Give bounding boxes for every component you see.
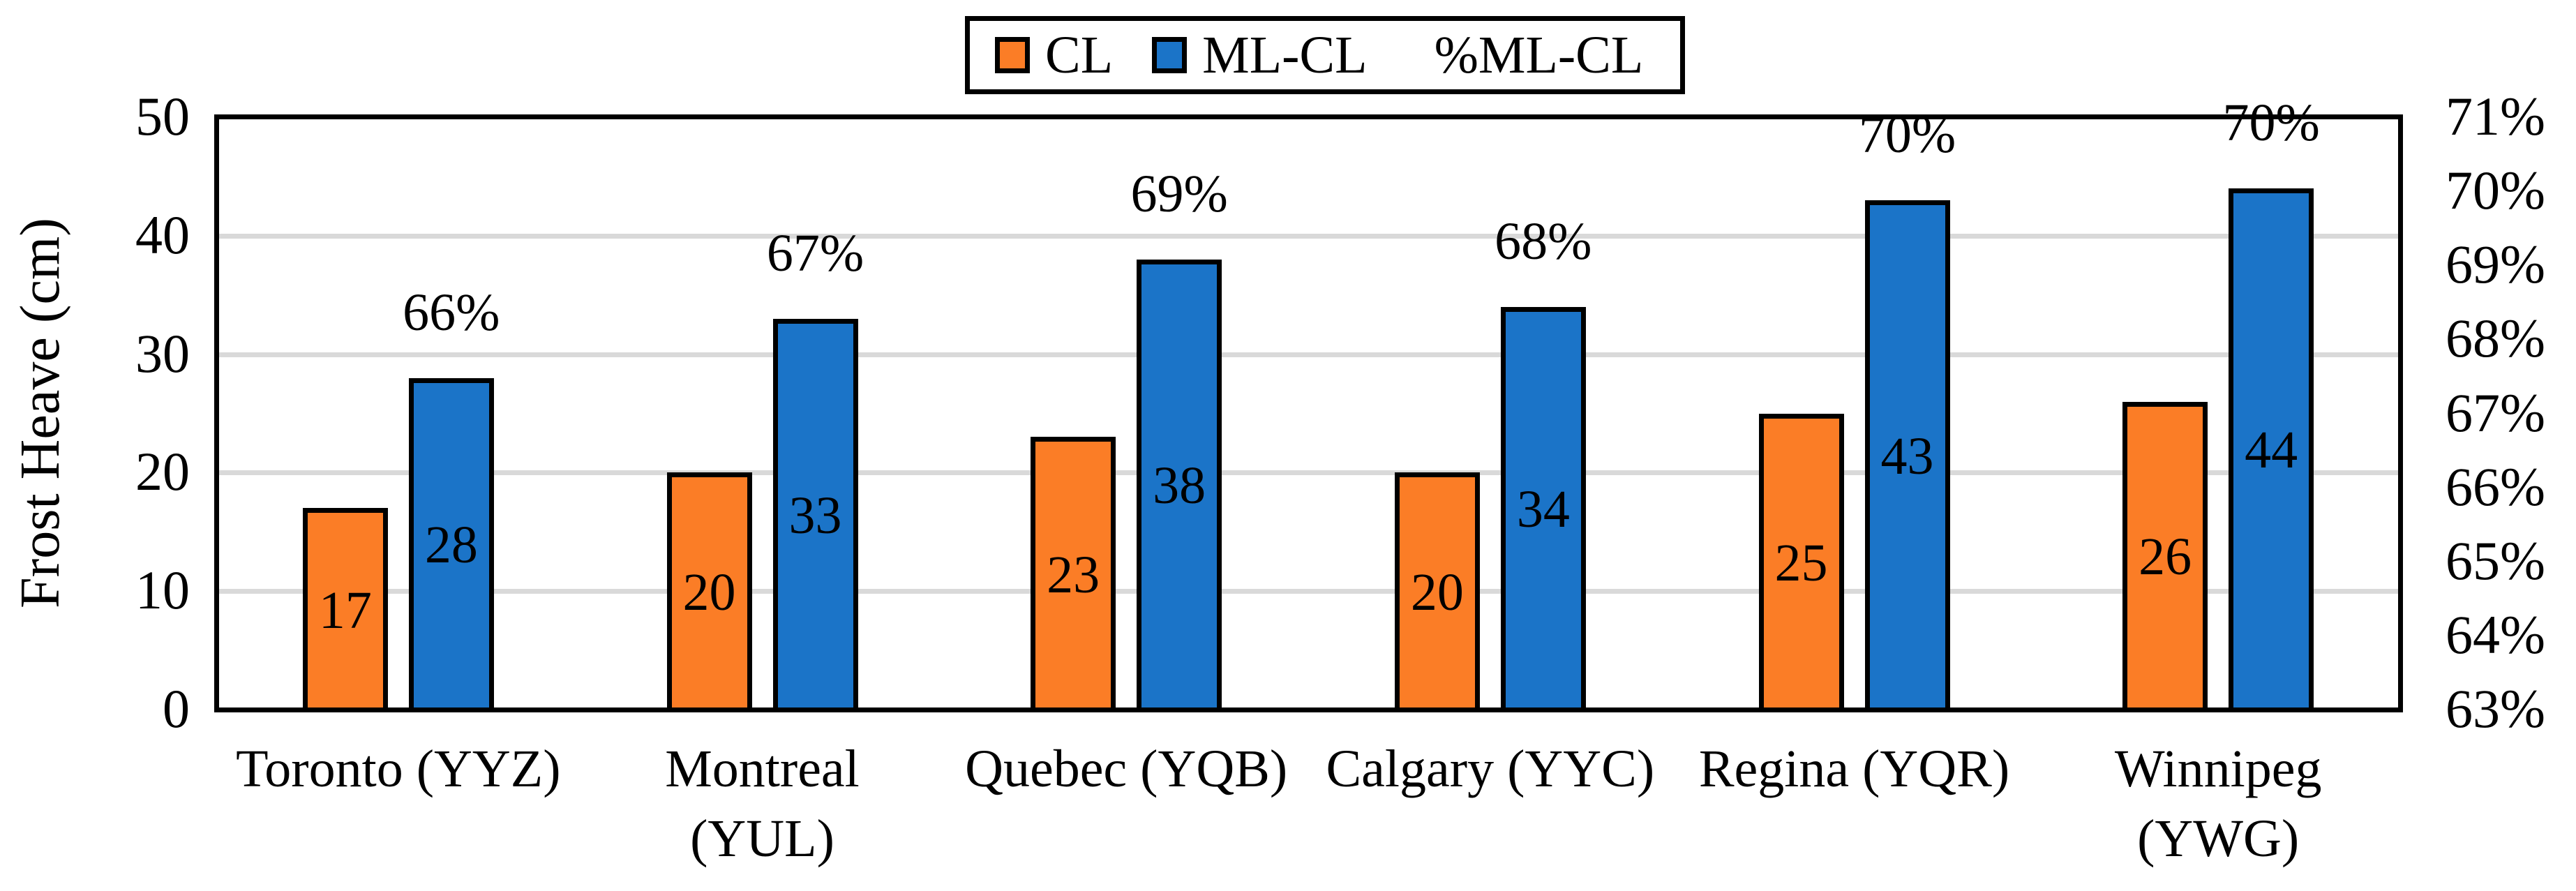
cl-bar-value-label: 23 bbox=[1047, 545, 1100, 604]
right-axis-tick: 67% bbox=[2446, 382, 2545, 443]
left-axis-tick: 20 bbox=[135, 441, 190, 502]
percent-label: 70% bbox=[2222, 93, 2320, 152]
right-axis-tick: 69% bbox=[2446, 234, 2545, 295]
right-axis-tick: 66% bbox=[2446, 456, 2545, 517]
legend: CL ML-CL %ML-CL bbox=[965, 16, 1685, 94]
percent-label: 67% bbox=[766, 223, 864, 283]
cl-bar-value-label: 26 bbox=[2139, 527, 2192, 587]
x-axis-label-line: (YUL) bbox=[690, 809, 834, 869]
cl-bar-value-label: 17 bbox=[318, 581, 372, 640]
x-axis-label: Montreal (YUL) bbox=[665, 734, 860, 874]
x-axis-label: Quebec (YQB) bbox=[965, 734, 1287, 804]
percent-label: 68% bbox=[1495, 211, 1592, 271]
left-axis-tick: 0 bbox=[163, 678, 190, 739]
ml-cl-bar-value-label: 28 bbox=[424, 516, 478, 575]
x-axis-label-line: Winnipeg bbox=[2114, 740, 2322, 798]
cl-bar: 20 bbox=[1394, 472, 1480, 712]
x-axis-label: Regina (YQR) bbox=[1699, 734, 2009, 804]
x-axis-label-line: Montreal bbox=[665, 740, 860, 798]
ml-cl-bar-value-label: 34 bbox=[1516, 480, 1570, 539]
ml-cl-bar-value-label: 38 bbox=[1153, 456, 1206, 516]
ml-cl-bar-value-label: 33 bbox=[788, 486, 842, 545]
ml-cl-bar: 38 bbox=[1137, 259, 1222, 712]
x-axis-label: Calgary (YYC) bbox=[1326, 734, 1654, 804]
legend-item-cl: CL bbox=[995, 29, 1113, 82]
legend-label-cl: CL bbox=[1045, 26, 1114, 84]
ml-cl-bar-value-label: 44 bbox=[2245, 421, 2298, 480]
legend-label-ml-cl: ML-CL bbox=[1202, 26, 1368, 84]
percent-label: 70% bbox=[1858, 105, 1956, 164]
right-axis-tick: 68% bbox=[2446, 308, 2545, 369]
cl-bar-value-label: 20 bbox=[682, 563, 736, 622]
ml-cl-bar: 44 bbox=[2229, 188, 2314, 712]
percent-label: 69% bbox=[1130, 164, 1228, 223]
legend-item-ml-cl: ML-CL bbox=[1152, 26, 1368, 84]
percent-label: 66% bbox=[403, 283, 500, 342]
x-axis-label-line: Calgary (YYC) bbox=[1326, 740, 1655, 798]
x-axis-label-line: Quebec (YQB) bbox=[965, 740, 1288, 798]
x-axis-label-line: Toronto (YYZ) bbox=[236, 740, 561, 798]
ml-cl-bar: 34 bbox=[1500, 306, 1586, 712]
cl-bar: 23 bbox=[1031, 437, 1116, 712]
left-axis-tick: 30 bbox=[135, 322, 190, 384]
gridline bbox=[219, 233, 2398, 239]
legend-label-pct-ml-cl: %ML-CL bbox=[1434, 26, 1644, 84]
left-axis-tick: 40 bbox=[135, 204, 190, 265]
left-axis-tick: 50 bbox=[135, 86, 190, 147]
legend-item-pct-ml-cl: %ML-CL bbox=[1435, 29, 1644, 82]
gridline bbox=[219, 352, 2398, 357]
right-axis-tick: 63% bbox=[2446, 678, 2545, 739]
gridline bbox=[219, 470, 2398, 476]
ml-cl-bar: 33 bbox=[772, 318, 858, 712]
ml-cl-bar: 28 bbox=[408, 377, 494, 712]
x-axis-label: Toronto (YYZ) bbox=[236, 734, 560, 804]
x-axis-label: Winnipeg (YWG) bbox=[2115, 734, 2322, 874]
x-axis-label-line: (YWG) bbox=[2137, 809, 2300, 869]
left-axis-tick: 10 bbox=[135, 560, 190, 621]
right-axis-tick: 65% bbox=[2446, 530, 2545, 591]
cl-bar: 20 bbox=[666, 472, 752, 712]
right-axis-tick: 70% bbox=[2446, 160, 2545, 221]
right-axis-tick: 71% bbox=[2446, 86, 2545, 147]
plot-area-border bbox=[214, 114, 2403, 712]
cl-swatch-icon bbox=[995, 37, 1030, 73]
left-axis-title: Frost Heave (cm) bbox=[10, 218, 71, 608]
cl-bar: 25 bbox=[1758, 413, 1844, 712]
cl-bar-value-label: 20 bbox=[1410, 563, 1464, 622]
cl-bar: 26 bbox=[2122, 401, 2208, 712]
cl-bar-value-label: 25 bbox=[1774, 533, 1828, 592]
ml-cl-bar-value-label: 43 bbox=[1880, 426, 1934, 486]
cl-bar: 17 bbox=[302, 508, 388, 712]
ml-cl-swatch-icon bbox=[1152, 37, 1188, 73]
x-axis-label-line: Regina (YQR) bbox=[1698, 740, 2010, 798]
right-axis-tick: 64% bbox=[2446, 604, 2545, 665]
gridline bbox=[219, 589, 2398, 594]
ml-cl-bar: 43 bbox=[1864, 200, 1950, 712]
